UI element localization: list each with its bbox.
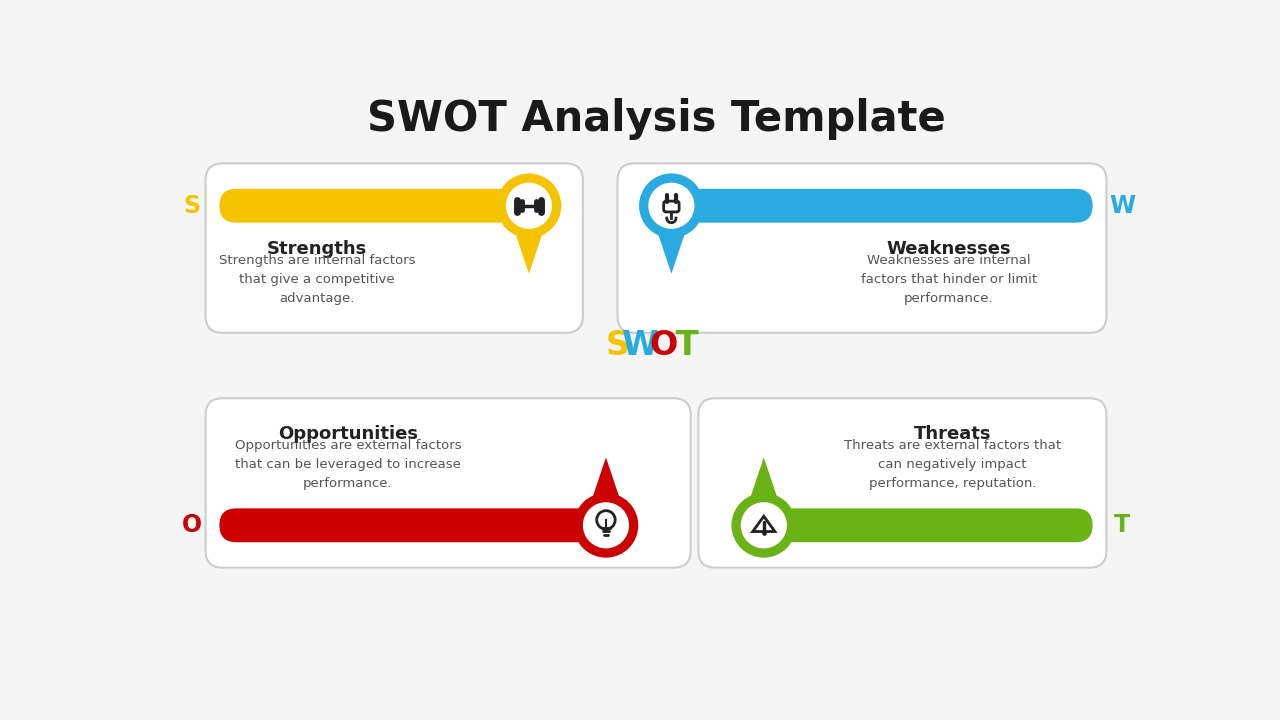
Circle shape <box>741 503 787 549</box>
FancyBboxPatch shape <box>206 398 691 567</box>
Text: Weaknesses: Weaknesses <box>886 240 1011 258</box>
Text: O: O <box>649 329 678 362</box>
FancyBboxPatch shape <box>219 189 529 222</box>
Text: S: S <box>183 194 200 217</box>
Circle shape <box>639 174 704 238</box>
Text: SWOT Analysis Template: SWOT Analysis Template <box>366 98 946 140</box>
Text: Threats are external factors that
can negatively impact
performance, reputation.: Threats are external factors that can ne… <box>844 439 1061 490</box>
Circle shape <box>582 503 628 549</box>
Text: S: S <box>605 329 630 362</box>
Text: Opportunities are external factors
that can be leveraged to increase
performance: Opportunities are external factors that … <box>234 439 461 490</box>
Text: T: T <box>1114 513 1130 537</box>
Text: O: O <box>182 513 202 537</box>
Text: Strengths are internal factors
that give a competitive
advantage.: Strengths are internal factors that give… <box>219 254 416 305</box>
Polygon shape <box>586 457 626 517</box>
Circle shape <box>506 183 552 229</box>
FancyBboxPatch shape <box>219 508 605 542</box>
FancyBboxPatch shape <box>699 398 1106 567</box>
Text: Threats: Threats <box>914 426 991 444</box>
Circle shape <box>648 183 695 229</box>
Circle shape <box>731 493 796 557</box>
FancyBboxPatch shape <box>206 163 582 333</box>
Text: Weaknesses are internal
factors that hinder or limit
performance.: Weaknesses are internal factors that hin… <box>860 254 1037 305</box>
FancyBboxPatch shape <box>617 163 1106 333</box>
Polygon shape <box>509 214 549 274</box>
Polygon shape <box>652 214 691 274</box>
Text: T: T <box>676 329 698 362</box>
Text: Strengths: Strengths <box>268 240 367 258</box>
Text: Opportunities: Opportunities <box>278 426 419 444</box>
Circle shape <box>573 493 639 557</box>
Circle shape <box>497 174 562 238</box>
Text: W: W <box>622 329 659 362</box>
Text: W: W <box>1108 194 1135 217</box>
FancyBboxPatch shape <box>672 189 1093 222</box>
Polygon shape <box>744 457 783 517</box>
FancyBboxPatch shape <box>764 508 1093 542</box>
